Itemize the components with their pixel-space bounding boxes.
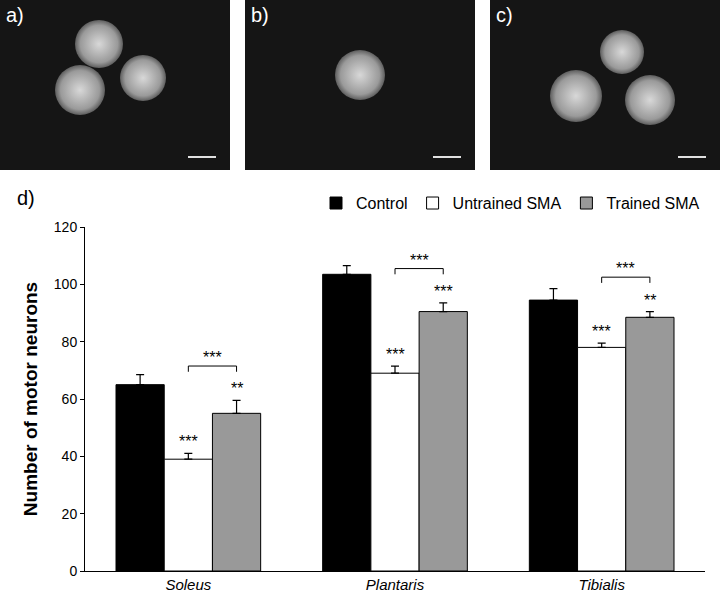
svg-text:***: *** xyxy=(434,283,453,300)
svg-text:20: 20 xyxy=(62,506,78,522)
html-text:b): b) xyxy=(251,4,269,26)
svg-text:40: 40 xyxy=(62,448,78,464)
svg-text:***: *** xyxy=(203,349,222,366)
svg-text:Plantaris: Plantaris xyxy=(366,576,425,593)
svg-text:***: *** xyxy=(179,433,198,450)
svg-text:Soleus: Soleus xyxy=(165,576,211,593)
svg-text:120: 120 xyxy=(54,219,78,235)
svg-text:***: *** xyxy=(410,252,429,269)
svg-text:Tibialis: Tibialis xyxy=(578,576,625,593)
svg-text:0: 0 xyxy=(69,563,77,579)
svg-text:Trained SMA: Trained SMA xyxy=(606,195,699,212)
svg-text:***: *** xyxy=(386,346,405,363)
svg-text:d): d) xyxy=(17,187,35,209)
svg-text:**: ** xyxy=(644,292,656,309)
svg-text:100: 100 xyxy=(54,276,78,292)
svg-text:***: *** xyxy=(616,260,635,277)
svg-text:Control: Control xyxy=(356,195,408,212)
html-text:c): c) xyxy=(496,4,513,26)
svg-text:60: 60 xyxy=(62,391,78,407)
svg-text:***: *** xyxy=(592,323,611,340)
svg-text:Untrained SMA: Untrained SMA xyxy=(453,195,562,212)
svg-text:Number of motor neurons: Number of motor neurons xyxy=(20,282,41,516)
svg-text:80: 80 xyxy=(62,334,78,350)
svg-text:**: ** xyxy=(231,380,243,397)
html-text:a): a) xyxy=(6,4,24,26)
